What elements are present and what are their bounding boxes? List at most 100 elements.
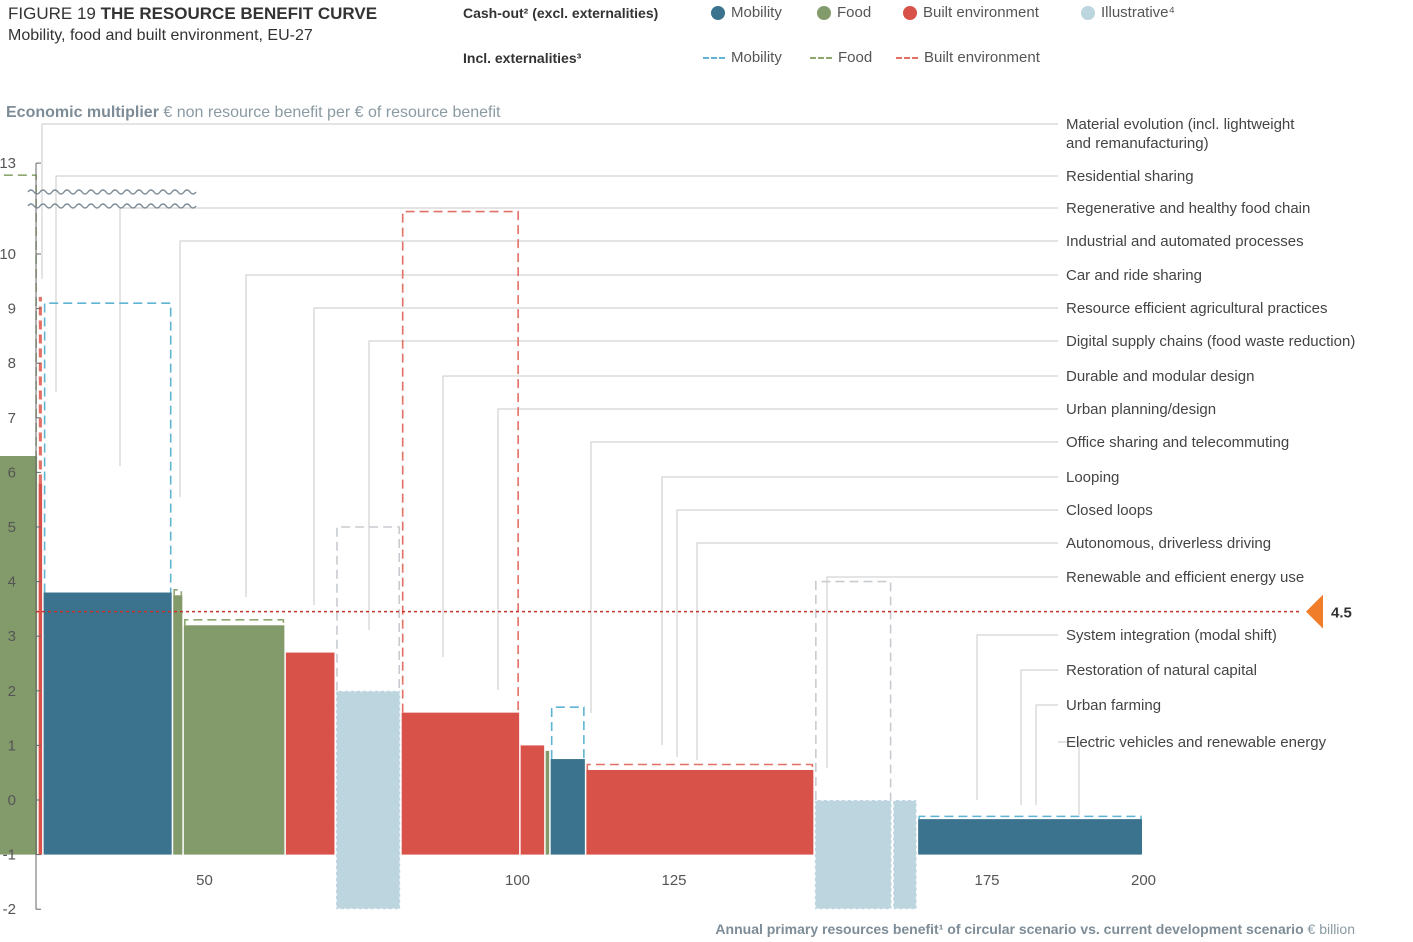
y-tick-label-5: 6 — [8, 464, 16, 481]
y-tick-label-13: -2 — [3, 901, 16, 918]
x-tick-label-4: 200 — [1131, 872, 1156, 889]
x-axis-label-rest: € billion — [1307, 921, 1355, 937]
lever-label-6: Digital supply chains (food waste reduct… — [1066, 333, 1355, 350]
legend-food-swatch — [817, 5, 831, 20]
threshold-marker — [1306, 594, 1323, 629]
y-tick-label-7: 4 — [8, 574, 16, 591]
x-tick-label-1: 100 — [505, 872, 530, 889]
legend-food: Food — [817, 4, 871, 21]
y-axis-label: Economic multiplier € non resource benef… — [6, 104, 500, 122]
lever-leader-0 — [41, 123, 1058, 279]
figure-title: FIGURE 19 THE RESOURCE BENEFIT CURVE — [8, 4, 377, 24]
lever-label-1: Residential sharing — [1066, 168, 1194, 185]
ext-12 — [550, 706, 585, 760]
lever-leader-3 — [179, 240, 1058, 497]
legend-incl-built: Built environment — [896, 49, 1040, 66]
lever-label-14: System integration (modal shift) — [1066, 627, 1277, 644]
axis-break-0 — [27, 189, 197, 195]
x-axis-label-bold: Annual primary resources benefit¹ of cir… — [715, 921, 1304, 937]
y-tick-label-8: 3 — [8, 628, 16, 645]
legend-illustrative-label: Illustrative⁴ — [1101, 4, 1175, 21]
lever-leader-12 — [696, 542, 1058, 760]
y-tick-label-11: 0 — [8, 792, 16, 809]
y-axis-label-rest: € non resource benefit per € of resource… — [163, 104, 501, 121]
y-tick-label-4: 7 — [8, 410, 16, 427]
lever-leader-6 — [368, 340, 1058, 630]
y-tick-label-2: 9 — [8, 301, 16, 318]
bar-8 — [335, 690, 401, 910]
bar-3 — [38, 483, 43, 855]
legend-cashout-heading: Cash-out² (excl. externalities) — [463, 5, 659, 21]
lever-leader-9 — [590, 441, 1058, 713]
lever-label-7: Durable and modular design — [1066, 368, 1254, 385]
y-axis-label-bold: Economic multiplier — [6, 104, 159, 121]
lever-label-0: Material evolution (incl. lightweight and… — [1066, 116, 1295, 152]
figure-number: FIGURE 19 — [8, 4, 96, 23]
x-tick-label-0: 50 — [196, 872, 213, 889]
lever-leader-1 — [55, 175, 1058, 392]
legend-incl-built-label: Built environment — [924, 49, 1040, 66]
legend-incl-food: Food — [810, 49, 872, 66]
legend-mobility-label: Mobility — [731, 4, 782, 21]
ext-14 — [815, 580, 892, 800]
bar-4 — [43, 592, 172, 855]
lever-leader-5 — [313, 307, 1058, 605]
lever-label-3: Industrial and automated processes — [1066, 233, 1304, 250]
lever-leader-8 — [497, 408, 1058, 690]
y-tick-label-0: 13 — [0, 155, 16, 172]
x-tick-label-2: 125 — [661, 872, 686, 889]
bar-7 — [285, 652, 335, 855]
bar-5 — [173, 595, 183, 855]
legend-mobility-swatch — [711, 5, 725, 20]
x-axis-label: Annual primary resources benefit¹ of cir… — [715, 921, 1355, 937]
y-tick-label-1: 10 — [0, 246, 16, 263]
lever-label-12: Autonomous, driverless driving — [1066, 535, 1271, 552]
figure-title-text: THE RESOURCE BENEFIT CURVE — [100, 4, 378, 23]
lever-label-4: Car and ride sharing — [1066, 267, 1202, 284]
ext-6 — [184, 619, 285, 626]
lever-leader-11 — [676, 509, 1058, 757]
lever-leader-16 — [1035, 704, 1058, 805]
bar-12 — [550, 759, 585, 855]
legend-illustrative: Illustrative⁴ — [1081, 4, 1175, 21]
lever-label-13: Renewable and efficient energy use — [1066, 569, 1304, 586]
legend-illustrative-swatch — [1081, 5, 1095, 20]
legend-incl-mobility-label: Mobility — [731, 49, 782, 66]
lever-leader-2 — [119, 207, 1058, 466]
lever-label-11: Closed loops — [1066, 502, 1153, 519]
bar-9 — [401, 712, 520, 855]
y-tick-label-12: -1 — [3, 847, 16, 864]
legend-food-label: Food — [837, 4, 872, 21]
bar-15 — [892, 799, 918, 910]
ext-9 — [401, 210, 519, 713]
legend-built-label: Built environment — [923, 4, 1039, 21]
y-tick-label-10: 1 — [8, 737, 16, 754]
bar-11 — [545, 750, 550, 855]
legend-mobility: Mobility — [711, 4, 782, 21]
ext-3 — [38, 296, 42, 484]
lever-leader-10 — [661, 476, 1058, 745]
legend-built: Built environment — [903, 4, 1039, 21]
figure-subtitle: Mobility, food and built environment, EU… — [8, 27, 313, 44]
y-tick-label-9: 2 — [8, 683, 16, 700]
bar-13 — [586, 769, 814, 855]
ext-2 — [0, 174, 37, 457]
ext-13 — [586, 763, 814, 770]
ext-16 — [918, 815, 1142, 820]
y-tick-label-6: 5 — [8, 519, 16, 536]
bar-16 — [918, 819, 1142, 855]
ext-4 — [43, 302, 172, 593]
ext-5 — [173, 588, 183, 596]
ext-8 — [336, 526, 400, 691]
lever-leader-14 — [976, 634, 1058, 800]
lever-label-10: Looping — [1066, 469, 1119, 486]
lever-label-2: Regenerative and healthy food chain — [1066, 200, 1310, 217]
bar-6 — [183, 625, 285, 855]
axis-break-1 — [27, 203, 197, 209]
legend-built-swatch — [903, 5, 917, 20]
legend-incl-mobility: Mobility — [703, 49, 782, 66]
lever-label-15: Restoration of natural capital — [1066, 662, 1257, 679]
lever-label-9: Office sharing and telecommuting — [1066, 434, 1289, 451]
legend-incl-built-swatch — [896, 56, 918, 59]
